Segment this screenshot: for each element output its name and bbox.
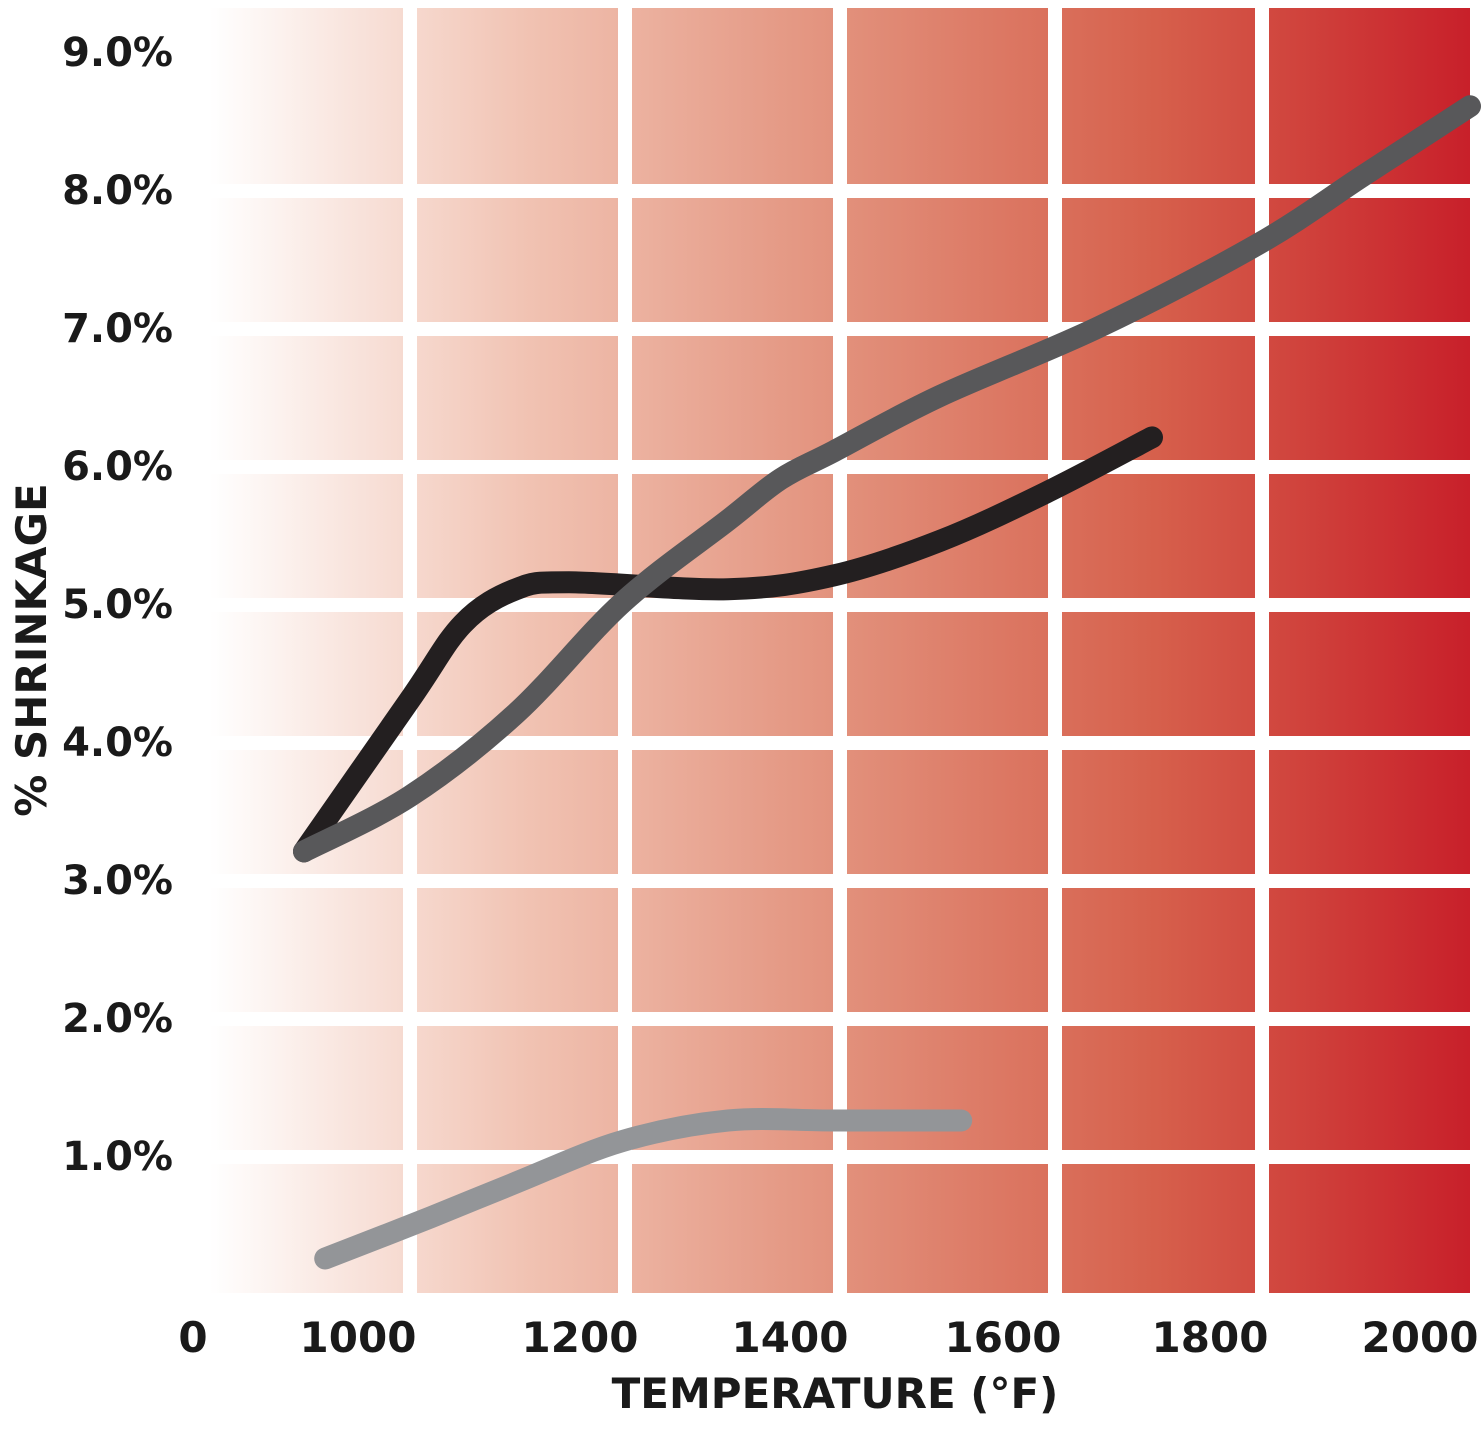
y-axis-title: % SHRINKAGE xyxy=(7,483,56,816)
x-tick-label: 2000 xyxy=(1362,1313,1479,1362)
x-tick-label: 0 xyxy=(178,1313,207,1362)
y-tick-label: 9.0% xyxy=(62,30,173,76)
y-tick-label: 5.0% xyxy=(62,582,173,628)
x-tick-label: 1800 xyxy=(1152,1313,1269,1362)
y-tick-label: 2.0% xyxy=(62,996,173,1042)
x-tick-label: 1400 xyxy=(732,1313,849,1362)
y-tick-label: 7.0% xyxy=(62,306,173,352)
x-tick-label: 1000 xyxy=(300,1313,417,1362)
series-line-black xyxy=(293,426,1163,863)
y-axis-ticks: 1.0% 2.0% 3.0% 4.0% 5.0% 6.0% 7.0% 8.0% 9.0% xyxy=(62,30,173,1180)
x-tick-label: 1600 xyxy=(945,1313,1062,1362)
grid-lines xyxy=(210,8,1470,1293)
series-line-dark-gray xyxy=(293,95,1481,863)
y-tick-label: 3.0% xyxy=(62,858,173,904)
series-line-light-gray xyxy=(314,1107,973,1270)
x-tick-label: 1200 xyxy=(522,1313,639,1362)
x-axis-ticks: 0 1000 1200 1400 1600 1800 2000 xyxy=(178,1313,1478,1362)
y-tick-label: 1.0% xyxy=(62,1134,173,1180)
y-tick-label: 8.0% xyxy=(62,168,173,214)
series-layer xyxy=(293,95,1481,1270)
x-axis-title: TEMPERATURE (°F) xyxy=(612,1369,1059,1418)
y-tick-label: 6.0% xyxy=(62,444,173,490)
y-tick-label: 4.0% xyxy=(62,720,173,766)
